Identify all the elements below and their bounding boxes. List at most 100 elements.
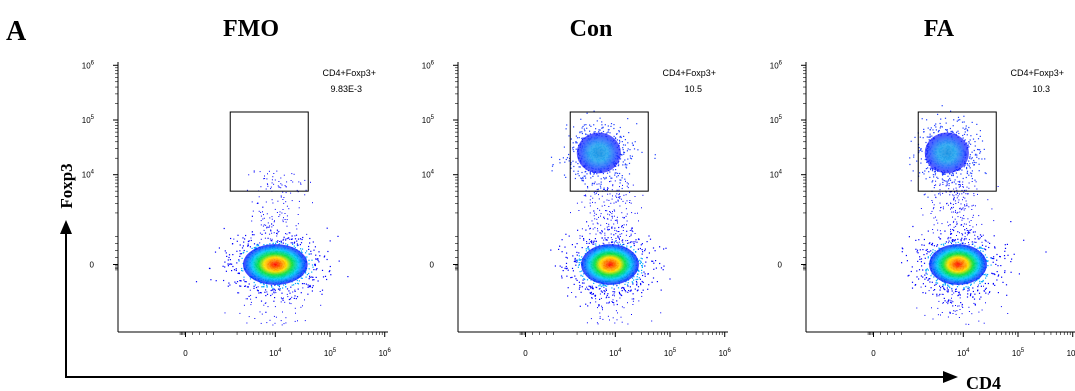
event-dot: [981, 244, 984, 246]
event-dot: [963, 218, 965, 220]
event-dot: [963, 209, 965, 211]
event-dot: [985, 287, 987, 289]
event-dot: [971, 170, 973, 172]
event-dot: [565, 176, 567, 178]
event-dot: [933, 132, 935, 134]
event-dot: [622, 227, 624, 229]
event-dot: [264, 232, 267, 234]
event-dot: [972, 162, 974, 164]
event-dot: [957, 193, 959, 194]
event-dot: [305, 283, 307, 285]
event-dot: [637, 238, 640, 240]
event-dot: [552, 164, 554, 166]
event-dot: [611, 241, 613, 243]
event-dot: [655, 267, 657, 269]
event-dot: [317, 258, 319, 260]
event-dot: [949, 312, 951, 314]
event-dot: [317, 259, 319, 261]
event-dot: [985, 275, 987, 277]
event-dot: [310, 250, 312, 252]
event-dot: [271, 223, 273, 225]
event-dot: [616, 303, 618, 306]
event-dot: [935, 283, 937, 285]
event-dot: [612, 195, 613, 197]
event-dot: [977, 284, 979, 286]
event-dot: [994, 273, 996, 276]
event-dot: [599, 185, 602, 187]
event-dot: [300, 306, 302, 308]
event-dot: [597, 223, 599, 225]
event-dot: [278, 285, 280, 287]
event-dot: [291, 284, 293, 286]
event-dot: [956, 192, 958, 194]
event-dot: [633, 148, 636, 150]
event-dot: [947, 238, 949, 240]
event-dot: [954, 310, 956, 312]
event-dot: [648, 284, 650, 286]
event-dot: [968, 160, 970, 162]
event-dot: [624, 164, 626, 166]
event-dot: [573, 260, 575, 263]
event-dot: [260, 292, 262, 294]
event-dot: [559, 245, 561, 247]
event-dot: [306, 256, 308, 258]
event-dot: [622, 184, 623, 186]
event-dot: [968, 287, 970, 289]
event-dot: [572, 142, 574, 144]
event-dot: [586, 241, 588, 242]
event-dot: [584, 253, 586, 255]
event-dot: [944, 180, 946, 182]
event-dot: [939, 127, 941, 129]
event-dot: [609, 193, 611, 195]
event-dot: [979, 149, 981, 151]
event-dot: [942, 181, 944, 183]
event-dot: [953, 229, 955, 232]
event-dot: [584, 288, 587, 290]
event-dot: [561, 266, 563, 268]
event-dot: [621, 177, 623, 179]
event-dot: [936, 279, 938, 281]
event-dot: [929, 176, 931, 178]
event-dot: [990, 264, 992, 266]
event-dot: [964, 208, 966, 210]
event-dot: [254, 318, 256, 319]
event-dot: [1004, 247, 1007, 249]
event-dot: [321, 269, 324, 271]
event-dot: [640, 261, 642, 263]
event-dot: [991, 272, 993, 274]
event-dot: [987, 273, 989, 276]
event-dot: [585, 250, 587, 252]
event-dot: [273, 183, 275, 185]
event-dot: [283, 217, 284, 219]
event-dot: [238, 272, 240, 275]
event-dot: [944, 230, 946, 232]
event-dot: [933, 217, 935, 219]
event-dot: [970, 220, 972, 221]
event-dot: [976, 224, 977, 226]
event-dot: [960, 302, 962, 304]
event-dot: [617, 175, 619, 177]
event-dot: [612, 317, 614, 319]
event-dot: [954, 179, 956, 181]
event-dot: [921, 234, 923, 236]
event-dot: [936, 293, 938, 295]
event-dot: [280, 196, 282, 198]
event-dot: [603, 290, 605, 292]
event-dot: [251, 215, 253, 217]
event-dot: [621, 233, 623, 235]
event-dot: [941, 178, 943, 180]
event-dot: [633, 276, 635, 278]
event-dot: [616, 219, 618, 221]
event-dot: [269, 225, 271, 227]
event-dot: [969, 167, 971, 169]
event-dot: [987, 199, 989, 201]
event-dot: [947, 204, 949, 206]
event-dot: [955, 225, 957, 227]
event-dot: [595, 233, 597, 235]
event-dot: [260, 186, 262, 188]
event-dot: [642, 289, 644, 291]
event-dot: [309, 285, 311, 287]
event-dot: [627, 323, 629, 325]
event-dot: [263, 304, 265, 306]
event-dot: [967, 286, 969, 288]
